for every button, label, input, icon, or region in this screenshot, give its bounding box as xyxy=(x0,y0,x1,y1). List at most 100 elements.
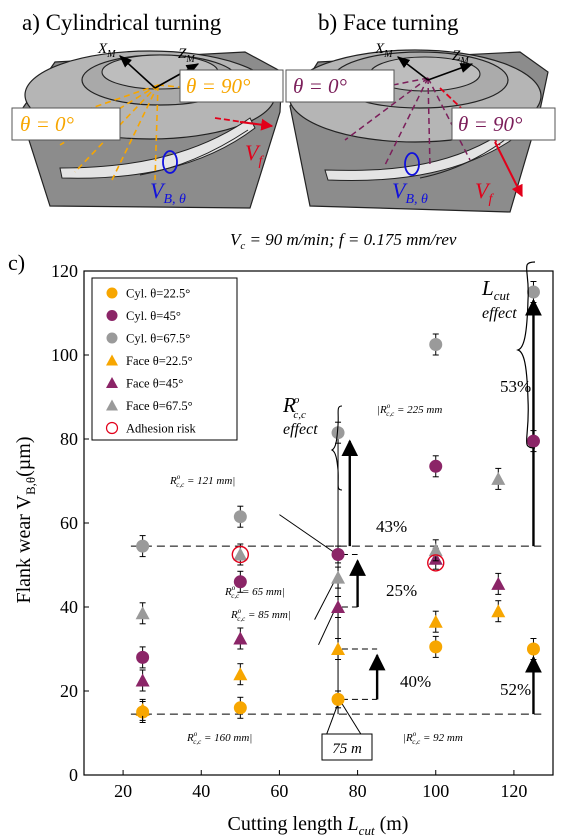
panel-c-label: c) xyxy=(8,250,25,275)
point-face-67-5- xyxy=(135,606,150,620)
x-tick-label: 40 xyxy=(192,781,210,801)
pct-53: 53% xyxy=(500,377,531,396)
panel-a-cylindrical-turning: a) Cylindrical turning XM ZM Vf xyxy=(11,10,284,209)
panel-b-title: b) Face turning xyxy=(318,10,459,35)
pct-43: 43% xyxy=(376,517,407,536)
point-face-45- xyxy=(233,631,248,645)
panel-b-feed-arrow xyxy=(494,141,523,198)
data-marks xyxy=(135,281,540,723)
reference-lines xyxy=(130,545,542,715)
y-tick-label: 20 xyxy=(60,681,78,701)
rcc-effect-label: effect xyxy=(283,421,318,438)
legend: Cyl. θ=22.5° Cyl. θ=45° Cyl. θ=67.5° Face θ… xyxy=(91,277,238,441)
panel-b-vf-label: Vf xyxy=(475,178,494,207)
point-face-22-5- xyxy=(135,702,150,716)
panel-a-feed-arrow xyxy=(239,118,274,131)
point-face-67-5- xyxy=(491,471,506,485)
panel-b-theta90-box xyxy=(451,107,556,141)
panel-b-face-turning: b) Face turning XM ZM Vf VB, θ θ = 0° θ … xyxy=(285,10,556,213)
y-tick-label: 60 xyxy=(60,513,78,533)
lcut-effect-label: effect xyxy=(482,305,517,322)
lcut-effect-annotation: Lcut effect 53% 52% xyxy=(481,261,536,699)
point-face-45- xyxy=(491,576,506,590)
box-75m-label: 75 m xyxy=(332,741,362,757)
x-tick-label: 20 xyxy=(114,781,132,801)
axis-ticks: 20 40 60 80 100 120 0 20 40 60 80 100 120 xyxy=(51,261,527,801)
leader-85 xyxy=(318,610,335,646)
panel-a-vf-label: Vf xyxy=(245,140,264,169)
panel-b-zm-axis xyxy=(427,63,474,81)
radius-92: |Ro c,c = 92 mm xyxy=(403,730,463,746)
legend-marker-face-45- xyxy=(106,377,118,388)
legend-marker-cyl-22-5- xyxy=(106,287,118,299)
radius-121: Ro c,c = 121 mm| xyxy=(169,473,235,489)
panel-b-xm-axis xyxy=(396,56,429,81)
legend-box xyxy=(91,277,238,441)
box-75m xyxy=(321,733,373,761)
panel-b-xm-label: XM xyxy=(374,41,393,60)
panel-a-theta90-box xyxy=(179,69,284,103)
legend-marker-adhesion-risk xyxy=(105,421,119,435)
panel-b-theta90-label: θ = 90° xyxy=(458,112,523,136)
radius-160: Ro c,c = 160 mm| xyxy=(186,730,252,746)
point-face-45- xyxy=(331,600,346,613)
panel-a-title: a) Cylindrical turning xyxy=(22,10,222,35)
legend-label-face-67-5-: Face θ=67.5° xyxy=(126,399,193,413)
y-tick-label: 40 xyxy=(60,597,78,617)
point-face-22-5- xyxy=(233,667,248,681)
point-cyl-22-5- xyxy=(331,692,345,706)
legend-label-cyl-22-5-: Cyl. θ=22.5° xyxy=(126,287,190,301)
point-face-67-5- xyxy=(428,543,443,557)
panel-a-zm-axis xyxy=(154,63,200,89)
point-cyl-45- xyxy=(136,650,150,664)
point-cyl-67-5- xyxy=(233,510,247,524)
panel-a-wear-zone xyxy=(162,150,178,174)
point-cyl-22-5- xyxy=(429,640,443,654)
rcc-brace xyxy=(330,405,343,491)
y-tick-label: 0 xyxy=(69,765,78,785)
panel-b-wear-zone xyxy=(404,152,420,176)
y-axis-label: Flank wear VB,θ(µm) xyxy=(13,436,38,603)
pct-25: 25% xyxy=(386,581,417,600)
y-tick-label: 100 xyxy=(51,345,78,365)
lcut-effect-title: Lcut xyxy=(481,276,510,303)
leader-121 xyxy=(279,514,335,553)
panel-a-zm-label: ZM xyxy=(178,46,195,65)
radius-85: Ro c,c = 85 mm| xyxy=(230,607,291,623)
point-cyl-22-5- xyxy=(233,701,247,715)
x-tick-label: 120 xyxy=(500,781,527,801)
point-cyl-45- xyxy=(233,575,247,589)
legend-label-face-22-5-: Face θ=22.5° xyxy=(126,354,193,368)
legend-label-adhesion-risk: Adhesion risk xyxy=(126,422,197,436)
x-axis-label: Cutting length Lcut (m) xyxy=(228,813,409,838)
panel-a-xm-axis xyxy=(119,55,156,89)
legend-label-face-45-: Face θ=45° xyxy=(126,377,183,391)
radius-225: |Ro c,c = 225 mm xyxy=(377,402,442,418)
legend-marker-face-67-5- xyxy=(106,399,118,411)
panel-a-theta90-label: θ = 90° xyxy=(186,74,251,98)
panel-b-vb-label: VB, θ xyxy=(392,178,428,207)
point-face-67-5- xyxy=(331,570,346,584)
wear-chart: 20 40 60 80 100 120 0 20 40 60 80 100 120 Cutting le… xyxy=(13,261,554,838)
y-tick-label: 80 xyxy=(60,429,78,449)
x-tick-label: 80 xyxy=(349,781,367,801)
point-face-45- xyxy=(135,673,150,687)
point-cyl-22-5- xyxy=(526,642,540,656)
cutting-conditions: Vc = 90 m/min; f = 0.175 mm/rev xyxy=(230,230,457,252)
legend-marker-cyl-67-5- xyxy=(106,332,118,344)
panel-b-theta0-label: θ = 0° xyxy=(293,74,347,98)
legend-label-cyl-45-: Cyl. θ=45° xyxy=(126,309,181,323)
rcc-effect-annotation: Ro c,c effect 43% 25% 40% |Ro c,c = 225 mm… xyxy=(169,393,463,761)
pct-52: 52% xyxy=(500,680,531,699)
panel-a-vb-label: VB, θ xyxy=(150,178,186,207)
pct-40: 40% xyxy=(400,672,431,691)
point-face-67-5- xyxy=(233,547,248,561)
point-cyl-45- xyxy=(429,459,443,473)
point-adhesion-risk xyxy=(427,554,445,572)
legend-label-cyl-67-5-: Cyl. θ=67.5° xyxy=(126,332,190,346)
leader-65 xyxy=(314,581,335,620)
y-tick-label: 120 xyxy=(51,261,78,281)
radius-65: Ro c,c = 65 mm| xyxy=(224,584,285,600)
point-cyl-67-5- xyxy=(331,426,345,440)
